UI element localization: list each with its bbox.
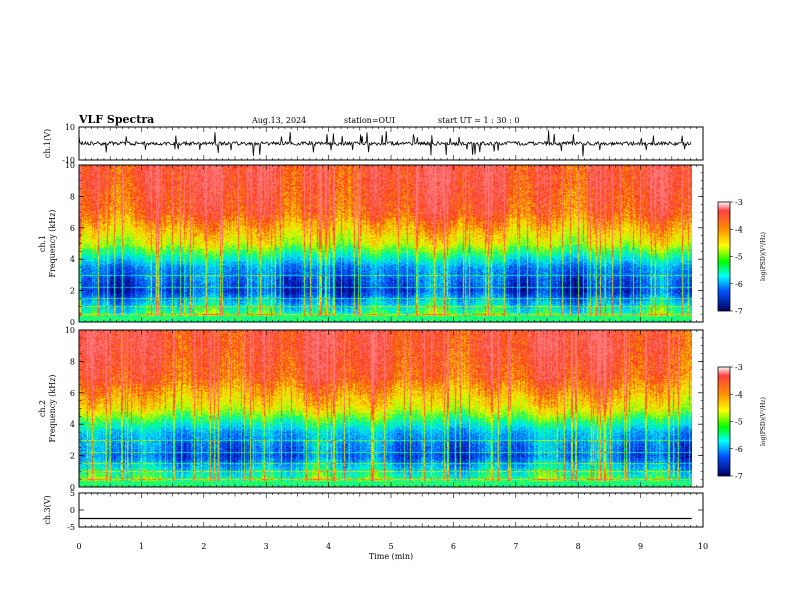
x-tick-label: 5 — [388, 542, 393, 551]
station-label: station=OUI — [344, 116, 395, 125]
x-tick-label: 10 — [698, 542, 708, 551]
y-tick-label: 8 — [70, 192, 75, 201]
y-tick-label: 2 — [70, 452, 75, 461]
x-tick-label: 6 — [451, 542, 456, 551]
start-ut-label: start UT = 1 : 30 : 0 — [438, 116, 520, 125]
colorbar-tick-label: -3 — [735, 198, 743, 207]
x-tick-label: 2 — [201, 542, 206, 551]
y-axis-label: Frequency (kHz) — [48, 209, 57, 277]
x-tick-label: 3 — [264, 542, 269, 551]
date-label: Aug.13, 2024 — [252, 116, 307, 125]
colorbar-label: log(PSD)(V²/Hz) — [760, 397, 767, 446]
y-axis-label: Frequency (kHz) — [48, 374, 57, 442]
y-tick-label: 10 — [65, 161, 75, 170]
colorbar-tick-label: -4 — [735, 390, 743, 399]
y-axis-label: ch.3(V) — [43, 495, 52, 524]
colorbar-1 — [717, 201, 731, 312]
x-tick-label: 8 — [576, 542, 581, 551]
waveform-ch1-trace — [78, 130, 692, 157]
y-tick-label: -10 — [62, 156, 75, 165]
x-axis-label: Time (min) — [369, 552, 413, 561]
colorbar-tick-label: -6 — [735, 280, 743, 289]
y-tick-label: 0 — [70, 483, 75, 492]
colorbar-tick-label: -5 — [735, 418, 743, 427]
colorbar-tick-label: -5 — [735, 253, 743, 262]
colorbar-tick-label: -7 — [735, 472, 743, 481]
spectrogram-image-ch2 — [79, 330, 692, 487]
y-axis-label: ch.1 — [38, 235, 47, 252]
colorbar-label: log(PSD)(V²/Hz) — [760, 232, 767, 281]
y-tick-label: 0 — [70, 506, 75, 515]
colorbar-tick-label: -6 — [735, 445, 743, 454]
y-axis-label: ch.1(V) — [43, 129, 52, 158]
y-tick-label: 0 — [70, 318, 75, 327]
colorbar-tick-label: -4 — [735, 225, 743, 234]
chart-title: VLF Spectra — [79, 113, 155, 126]
y-tick-label: 6 — [70, 224, 75, 233]
y-tick-label: 4 — [70, 420, 75, 429]
y-tick-label: 2 — [70, 287, 75, 296]
y-tick-label: 8 — [70, 357, 75, 366]
y-axis-label: ch.2 — [38, 400, 47, 417]
y-tick-label: 6 — [70, 389, 75, 398]
spectrogram-image-ch1 — [79, 165, 692, 322]
y-tick-label: 5 — [70, 489, 75, 498]
y-tick-label: -5 — [67, 523, 75, 532]
y-tick-label: 10 — [65, 326, 75, 335]
x-tick-label: 7 — [513, 542, 518, 551]
x-tick-label: 0 — [76, 542, 81, 551]
colorbar-tick-label: -3 — [735, 363, 743, 372]
colorbar-2 — [717, 366, 731, 477]
x-tick-label: 1 — [139, 542, 144, 551]
colorbar-tick-label: -7 — [735, 307, 743, 316]
y-tick-label: 4 — [70, 255, 75, 264]
panel-frame — [78, 492, 704, 528]
x-tick-label: 4 — [326, 542, 331, 551]
y-tick-label: 10 — [65, 123, 75, 132]
x-tick-label: 9 — [638, 542, 643, 551]
